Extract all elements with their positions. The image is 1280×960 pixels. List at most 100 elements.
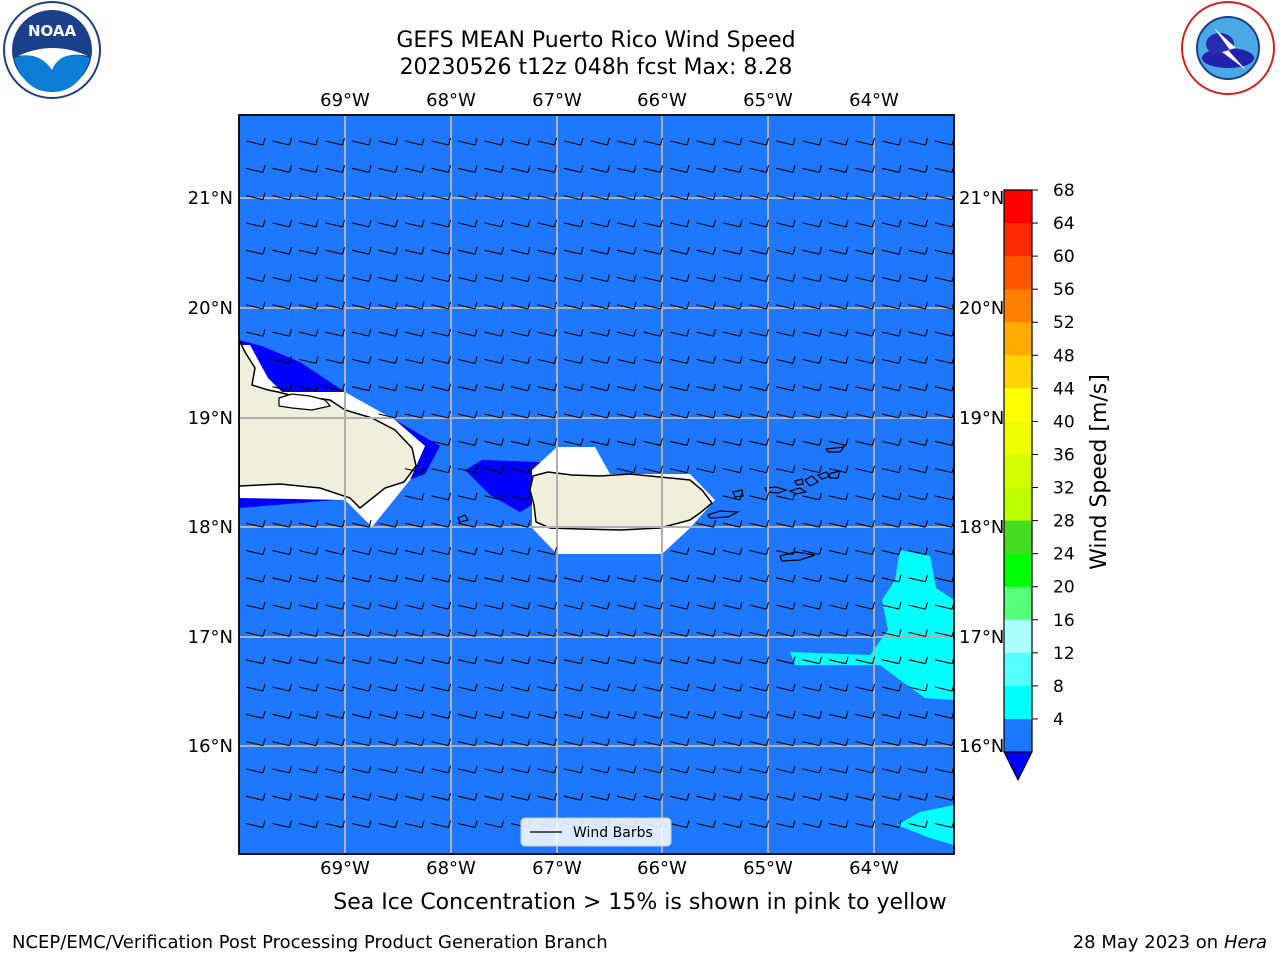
wind-barb xyxy=(616,711,637,719)
wind-barb xyxy=(722,356,743,364)
wind-barb xyxy=(855,465,876,474)
wind-barb xyxy=(272,547,293,556)
wind-barb xyxy=(881,356,902,364)
wind-barb xyxy=(881,383,902,392)
wind-barb xyxy=(855,165,876,173)
wind-barb xyxy=(510,520,531,528)
wind-barb xyxy=(563,247,584,255)
footer-machine: Hera xyxy=(1223,932,1267,953)
wind-barb xyxy=(908,629,929,637)
colorbar-segment xyxy=(1004,322,1032,356)
colorbar-tick-label: 24 xyxy=(1053,545,1075,565)
wind-barb xyxy=(908,711,929,719)
noaa-logo-text: NOAA xyxy=(28,22,77,40)
wind-barb xyxy=(378,738,399,747)
wind-barb xyxy=(722,601,743,610)
wind-barb xyxy=(722,711,743,719)
wind-barb xyxy=(590,383,611,392)
wind-barb xyxy=(722,574,743,583)
wind-barb xyxy=(351,656,372,665)
wind-barb xyxy=(775,165,796,173)
wind-barb xyxy=(696,820,717,829)
wind-barb xyxy=(378,547,399,556)
wind-barb xyxy=(298,520,319,528)
wind-barb xyxy=(378,656,399,665)
wind-barb xyxy=(908,247,929,255)
wind-barb xyxy=(802,274,823,283)
wind-barb xyxy=(855,219,876,228)
wind-barb xyxy=(378,274,399,283)
colorbar-tick-label: 12 xyxy=(1053,644,1075,664)
lat-label-left: 18°N xyxy=(188,517,233,538)
wind-barb xyxy=(802,547,823,556)
wind-barb xyxy=(722,219,743,228)
wind-barb xyxy=(563,738,584,747)
wind-barb xyxy=(510,601,531,610)
wind-barb xyxy=(245,192,266,201)
wind-barb xyxy=(616,137,637,146)
wind-barb xyxy=(908,765,929,774)
wind-barb xyxy=(537,410,558,419)
wind-barb xyxy=(669,574,690,583)
wind-barb xyxy=(404,520,425,528)
wind-barb xyxy=(881,301,902,310)
lon-label-bottom: 68°W xyxy=(426,858,476,879)
wind-barb xyxy=(908,656,929,665)
wind-barb xyxy=(563,301,584,310)
wind-barb xyxy=(855,356,876,364)
wind-barb xyxy=(298,219,319,228)
wind-barb xyxy=(775,465,796,474)
wind-barb xyxy=(722,492,743,501)
wind-barb xyxy=(722,247,743,255)
wind-barb xyxy=(643,192,664,201)
wind-barb xyxy=(828,165,849,173)
lat-label-left: 16°N xyxy=(188,736,233,757)
land-puerto-rico xyxy=(529,471,714,531)
nws-logo xyxy=(1181,1,1275,95)
wind-barb xyxy=(881,465,902,474)
wind-barb xyxy=(881,219,902,228)
wind-barb xyxy=(669,711,690,719)
wind-barb xyxy=(828,492,849,501)
wind-barb xyxy=(643,793,664,801)
high-speed-area-southeast xyxy=(897,805,954,845)
wind-barb xyxy=(643,738,664,747)
wind-barb xyxy=(616,219,637,228)
wind-barb xyxy=(298,793,319,801)
wind-barb xyxy=(245,137,266,146)
wind-barbs xyxy=(245,137,954,829)
wind-barb xyxy=(590,601,611,610)
wind-barb xyxy=(404,356,425,364)
wind-barb xyxy=(378,601,399,610)
wind-barb xyxy=(590,793,611,801)
wind-barb xyxy=(590,356,611,364)
colorbar-tick-label: 40 xyxy=(1053,412,1075,432)
wind-barb xyxy=(272,656,293,665)
wind-barb xyxy=(669,356,690,364)
wind-barb xyxy=(696,574,717,583)
wind-barb xyxy=(510,656,531,665)
wind-barb xyxy=(245,328,266,337)
wind-barb xyxy=(828,820,849,829)
wind-barb xyxy=(749,547,770,556)
wind-barb xyxy=(749,738,770,747)
wind-barb xyxy=(563,383,584,392)
wind-barb xyxy=(484,601,505,610)
wind-barb xyxy=(775,492,796,501)
wind-barb xyxy=(908,301,929,310)
wind-barb xyxy=(722,328,743,337)
wind-barb xyxy=(325,383,346,392)
wind-barb xyxy=(510,274,531,283)
wind-barb xyxy=(696,629,717,637)
wind-barb xyxy=(881,793,902,801)
wind-barb xyxy=(484,356,505,364)
wind-barb xyxy=(855,438,876,446)
wind-barb xyxy=(590,683,611,692)
wind-barb xyxy=(616,328,637,337)
wind-barb xyxy=(510,574,531,583)
wind-barb xyxy=(431,820,452,829)
colorbar-segment xyxy=(1004,487,1032,522)
wind-barb xyxy=(616,274,637,283)
wind-barb xyxy=(325,328,346,337)
wind-barb xyxy=(590,574,611,583)
